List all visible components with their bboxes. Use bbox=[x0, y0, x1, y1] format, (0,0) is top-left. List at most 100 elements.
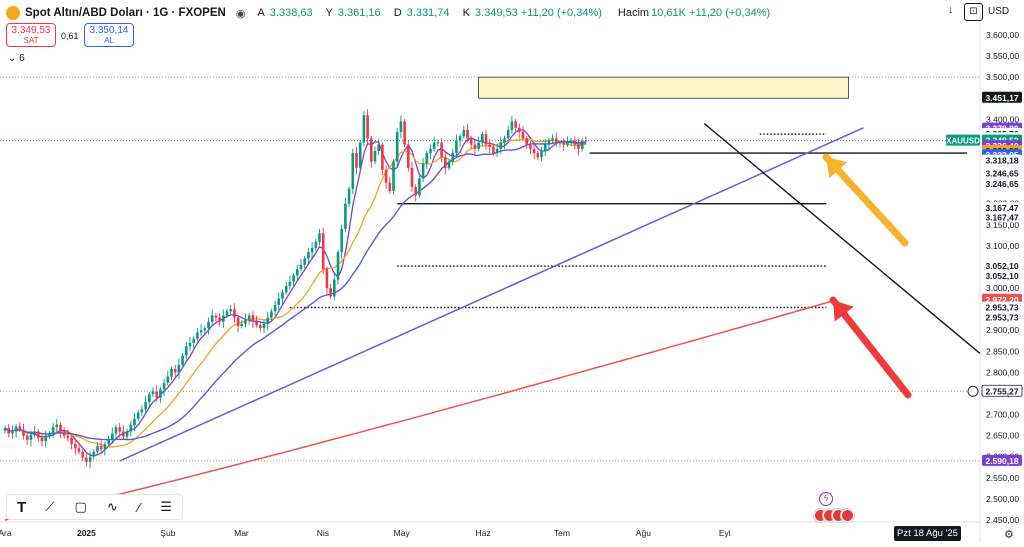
candle-body bbox=[288, 281, 292, 286]
lightning-icon[interactable]: ϟ bbox=[819, 492, 833, 506]
x-tick-label: 2025 bbox=[77, 528, 96, 538]
price-label: 2.953,73 bbox=[985, 313, 1018, 323]
alert-icon bbox=[967, 385, 979, 397]
candle-body bbox=[92, 451, 96, 457]
price-label-bg bbox=[982, 301, 1022, 313]
crosshair-date-label: Pzt 18 Ağu '25 bbox=[894, 526, 961, 541]
rectangle-tool-icon[interactable]: ▢ bbox=[74, 499, 87, 514]
candle-body bbox=[569, 140, 573, 143]
price-label-bg bbox=[982, 260, 1022, 272]
price-label-bg bbox=[982, 154, 1022, 166]
fib-tool-icon[interactable]: ☰ bbox=[160, 499, 172, 514]
price-label: 3.246,65 bbox=[985, 179, 1018, 189]
price-label: 2.755,27 bbox=[985, 386, 1018, 396]
candle-body bbox=[458, 136, 462, 141]
candle-body bbox=[181, 355, 184, 365]
candle-body bbox=[192, 338, 195, 343]
candle-body bbox=[499, 142, 503, 149]
price-label: 3.451,17 bbox=[985, 93, 1018, 103]
price-label-bg bbox=[981, 384, 1023, 397]
price-label: 3.052,10 bbox=[985, 261, 1018, 271]
candle-body bbox=[503, 138, 506, 143]
candle-body bbox=[329, 288, 332, 297]
candle-body bbox=[584, 140, 588, 142]
snapshot-icon[interactable]: ⊡ bbox=[964, 3, 983, 21]
path-tool-icon[interactable]: ∿ bbox=[106, 499, 118, 514]
candle-body bbox=[233, 309, 236, 318]
candle-body bbox=[199, 330, 203, 333]
price-label-bg bbox=[982, 454, 1022, 466]
candle-body bbox=[247, 315, 251, 320]
x-tick-label: Mar bbox=[234, 528, 249, 538]
y-tick-label: 2.800,00 bbox=[986, 367, 1019, 377]
economic-events[interactable]: ϟ bbox=[814, 492, 854, 526]
price-label: 3.167,47 bbox=[985, 203, 1018, 213]
y-tick-label: 2.900,00 bbox=[986, 325, 1019, 335]
tradingview-logo[interactable]: T bbox=[17, 498, 26, 516]
buy-price: 3.350,14 bbox=[89, 25, 129, 36]
candle-body bbox=[566, 142, 569, 145]
x-tick-label: Eyl bbox=[719, 528, 731, 538]
y-tick-label: 2.550,00 bbox=[986, 473, 1019, 483]
candle-body bbox=[155, 391, 158, 398]
candle-body bbox=[562, 142, 565, 145]
candle-body bbox=[51, 427, 55, 434]
price-label: 2.590,18 bbox=[985, 456, 1018, 466]
candle-body bbox=[111, 433, 114, 440]
candle-body bbox=[255, 321, 258, 326]
drawing-toolbar: T ⟋ ▢ ∿ ⁄ ☰ bbox=[6, 494, 183, 520]
candle-body bbox=[373, 150, 377, 162]
eye-icon[interactable]: ◉ bbox=[235, 7, 246, 20]
candle-body bbox=[310, 247, 314, 253]
trendlines-tool-icon[interactable]: ⟋ bbox=[45, 499, 55, 514]
candle-body bbox=[525, 138, 528, 145]
y-tick-label: 3.600,00 bbox=[986, 30, 1019, 40]
candle-body bbox=[362, 115, 366, 143]
candle-body bbox=[518, 127, 521, 132]
y-tick-label: 3.100,00 bbox=[986, 241, 1019, 251]
price-label: 3.052,10 bbox=[985, 271, 1018, 281]
candle-body bbox=[425, 153, 429, 164]
download-icon[interactable]: ↓ bbox=[948, 4, 954, 16]
line-tool-icon[interactable]: ⁄ bbox=[137, 499, 141, 515]
candle-body bbox=[244, 319, 247, 324]
candle-body bbox=[532, 148, 536, 154]
candle-body bbox=[177, 364, 181, 373]
us-flag-icon[interactable] bbox=[841, 509, 854, 522]
x-tick-label: May bbox=[394, 528, 411, 538]
candle-body bbox=[384, 169, 388, 183]
sell-button[interactable]: 3.349,53 SAT bbox=[6, 23, 56, 47]
gear-icon[interactable]: ⚙ bbox=[1004, 529, 1014, 541]
price-label-bg bbox=[982, 311, 1022, 323]
candle-body bbox=[370, 138, 373, 162]
candle-body bbox=[444, 157, 447, 168]
candle-body bbox=[66, 435, 70, 438]
buy-button[interactable]: 3.350,14 AL bbox=[84, 23, 134, 47]
candle-body bbox=[81, 451, 84, 458]
candle-body bbox=[144, 401, 147, 410]
candle-body bbox=[251, 315, 255, 322]
candle-body bbox=[281, 292, 284, 299]
candle-body bbox=[236, 317, 240, 326]
price-label-bg bbox=[982, 211, 1022, 223]
candle-body bbox=[510, 121, 514, 130]
ma-mid-line bbox=[4, 138, 587, 448]
candle-body bbox=[358, 142, 362, 168]
price-label: 2.972,20 bbox=[985, 295, 1018, 305]
candle-body bbox=[207, 321, 210, 329]
candle-body bbox=[377, 144, 380, 151]
indicators-count: 6 bbox=[19, 53, 25, 64]
currency-select[interactable]: USD bbox=[988, 6, 1010, 17]
symbol-title[interactable]: Spot Altın/ABD Doları · 1G · FXOPEN bbox=[25, 7, 226, 19]
candle-body bbox=[99, 446, 103, 450]
candle-body bbox=[37, 431, 40, 438]
candle-body bbox=[366, 115, 369, 139]
candle-body bbox=[536, 153, 540, 158]
gold-symbol-icon bbox=[6, 6, 20, 20]
candle-body bbox=[70, 437, 73, 445]
candle-body bbox=[344, 203, 347, 229]
indicators-toggle[interactable]: ⌄ 6 bbox=[8, 53, 25, 64]
candle-body bbox=[573, 140, 577, 145]
